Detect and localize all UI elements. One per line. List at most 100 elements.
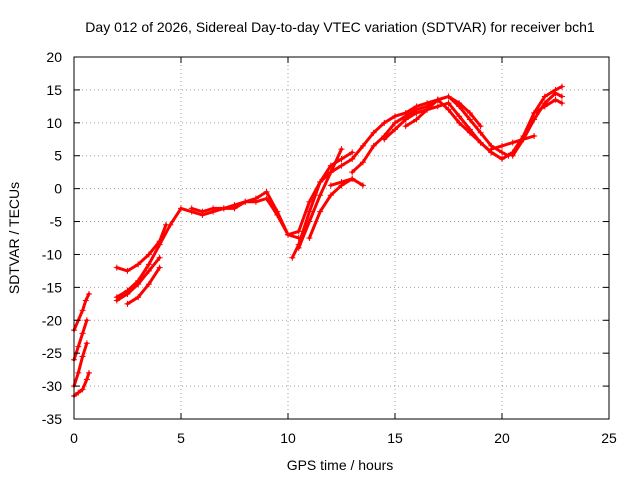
data-point bbox=[242, 198, 249, 205]
data-point bbox=[499, 142, 505, 149]
y-tick-label: -35 bbox=[42, 411, 62, 427]
data-point bbox=[456, 119, 463, 126]
x-tick-label: 10 bbox=[280, 430, 296, 446]
data-point bbox=[445, 100, 452, 107]
data-point bbox=[531, 116, 538, 123]
data-point bbox=[85, 290, 92, 297]
data-point bbox=[359, 142, 366, 149]
data-point bbox=[327, 192, 334, 199]
data-point bbox=[306, 208, 313, 215]
y-tick-label: -15 bbox=[42, 279, 62, 295]
data-point bbox=[124, 300, 131, 307]
data-point bbox=[124, 290, 131, 297]
data-point bbox=[145, 251, 152, 258]
axis-ticks: 0 5 10 15 20 25 -35 -30 -25 -20 -15 -10 -5 0 5 10 15 20 bbox=[42, 49, 617, 446]
data-point bbox=[424, 106, 431, 113]
data-point bbox=[338, 156, 345, 163]
data-point bbox=[113, 297, 120, 304]
y-tick-label: 20 bbox=[46, 49, 62, 65]
x-tick-label: 0 bbox=[70, 430, 78, 446]
data-point bbox=[434, 96, 441, 103]
data-point bbox=[359, 159, 366, 166]
y-tick-label: -20 bbox=[42, 312, 62, 328]
data-point bbox=[135, 261, 142, 268]
data-point bbox=[499, 149, 505, 156]
data-point bbox=[306, 218, 313, 225]
data-point bbox=[349, 175, 356, 182]
data-point bbox=[167, 221, 174, 228]
data-point bbox=[541, 93, 548, 100]
data-point bbox=[541, 103, 548, 110]
data-point bbox=[531, 109, 538, 116]
data-point bbox=[466, 116, 473, 123]
data-point bbox=[79, 386, 86, 393]
series-line-track-6 bbox=[115, 85, 564, 299]
data-point bbox=[392, 119, 398, 126]
data-point bbox=[413, 116, 420, 123]
y-tick-label: -10 bbox=[42, 246, 62, 262]
series-line-track-13 bbox=[329, 177, 365, 187]
x-tick-label: 5 bbox=[177, 430, 185, 446]
y-tick-label: 0 bbox=[54, 181, 62, 197]
data-point bbox=[178, 205, 184, 212]
data-point bbox=[558, 83, 565, 90]
data-point bbox=[124, 267, 131, 274]
series-line-track-18 bbox=[511, 91, 564, 158]
data-point bbox=[75, 369, 82, 376]
data-point bbox=[317, 208, 324, 215]
data-point bbox=[145, 281, 152, 288]
data-point bbox=[338, 146, 345, 153]
y-axis-label: SDTVAR / TECUs bbox=[6, 182, 22, 294]
data-point bbox=[445, 93, 452, 100]
data-point bbox=[370, 142, 377, 149]
data-point bbox=[156, 264, 163, 271]
data-point bbox=[456, 113, 463, 120]
data-point bbox=[402, 116, 409, 123]
data-point bbox=[113, 264, 120, 271]
data-point bbox=[509, 139, 516, 146]
data-point bbox=[85, 369, 92, 376]
y-tick-label: -5 bbox=[50, 214, 63, 230]
data-point bbox=[285, 231, 291, 238]
data-point bbox=[349, 169, 356, 176]
data-point bbox=[392, 113, 398, 120]
series-line-track-16 bbox=[404, 95, 483, 128]
data-point bbox=[79, 330, 86, 337]
data-point bbox=[552, 96, 559, 103]
data-point bbox=[558, 100, 565, 107]
x-tick-label: 15 bbox=[387, 430, 403, 446]
data-point bbox=[499, 156, 505, 163]
y-tick-label: -30 bbox=[42, 378, 62, 394]
data-point bbox=[381, 136, 388, 143]
data-point bbox=[477, 123, 484, 130]
plot-frame bbox=[73, 56, 610, 420]
data-point bbox=[381, 119, 388, 126]
data-point bbox=[434, 103, 441, 110]
y-tick-label: -25 bbox=[42, 345, 62, 361]
data-point bbox=[231, 202, 238, 209]
data-point bbox=[392, 126, 398, 133]
data-point bbox=[188, 205, 195, 212]
data-point bbox=[156, 241, 163, 248]
chart-title: Day 012 of 2026, Sidereal Day-to-day VTE… bbox=[85, 19, 595, 35]
data-point bbox=[220, 205, 227, 212]
grid bbox=[74, 57, 609, 419]
series-line-track-8 bbox=[126, 266, 162, 306]
data-point bbox=[306, 235, 313, 241]
data-point bbox=[370, 129, 377, 136]
data-point bbox=[83, 317, 90, 324]
data-point bbox=[327, 169, 334, 176]
data-point bbox=[552, 90, 559, 97]
data-point bbox=[199, 208, 206, 215]
data-point bbox=[295, 244, 302, 251]
y-tick-label: 15 bbox=[46, 82, 62, 98]
data-point bbox=[456, 100, 463, 107]
series-line-track-5 bbox=[115, 223, 168, 273]
data-point bbox=[466, 109, 473, 116]
data-point bbox=[466, 126, 473, 133]
data-point bbox=[289, 254, 296, 261]
data-point bbox=[445, 106, 452, 113]
data-point bbox=[79, 353, 86, 360]
data-point bbox=[135, 281, 142, 288]
data-point bbox=[509, 152, 516, 159]
